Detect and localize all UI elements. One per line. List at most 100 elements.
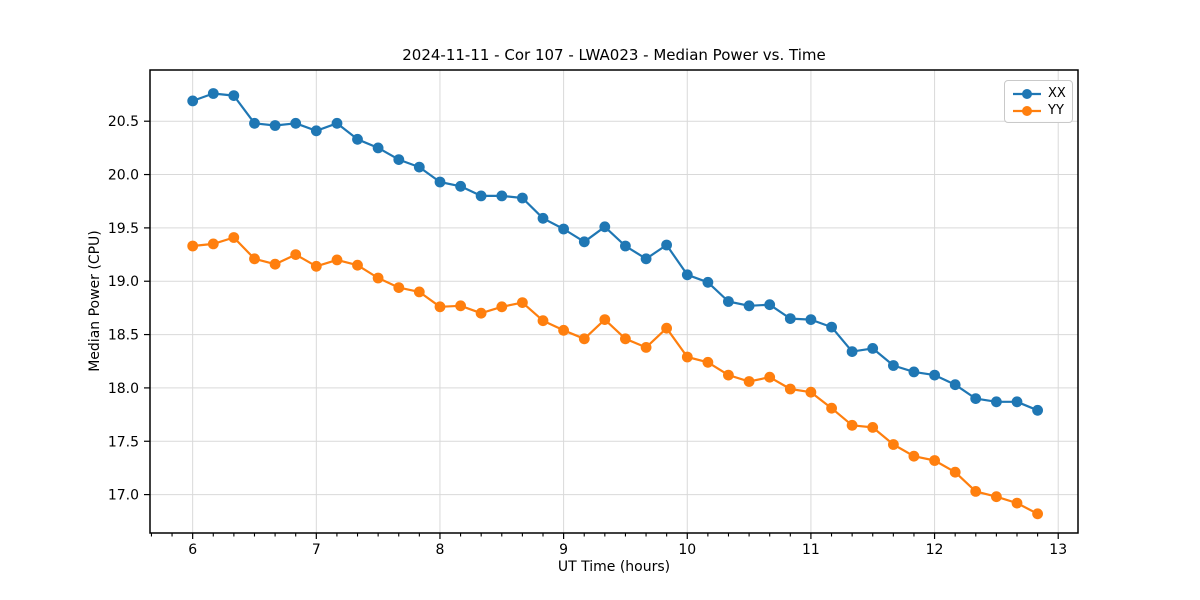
series-yy-point — [908, 450, 920, 462]
x-axis-label: UT Time (hours) — [557, 559, 671, 575]
x-tick-label: 7 — [312, 542, 321, 558]
series-xx-line — [191, 92, 1039, 412]
series-xx-point — [249, 117, 260, 129]
series-yy-point — [888, 439, 899, 450]
series-yy-point — [187, 240, 199, 252]
series-yy-point — [352, 259, 363, 271]
series-xx-point — [743, 300, 755, 312]
chart-title: 2024-11-11 - Cor 107 - LWA023 - Median P… — [402, 46, 826, 64]
series-yy-point — [599, 314, 611, 325]
series-yy-point — [517, 297, 528, 308]
series-xx-point — [908, 366, 920, 378]
series-yy-point — [970, 486, 982, 497]
series-xx-point — [640, 253, 652, 265]
series-xx-point — [331, 117, 343, 129]
series-xx-point — [764, 299, 776, 311]
series-xx-point — [413, 161, 425, 173]
series-yy-point — [702, 356, 714, 368]
series-xx-point — [187, 95, 199, 107]
legend-label-xx: XX — [1048, 86, 1066, 101]
series-xx-point — [517, 192, 528, 204]
series-xx-point — [867, 343, 879, 354]
series-xx-point — [310, 125, 322, 137]
series-yy-point — [764, 371, 776, 383]
legend-yy-marker-icon — [1013, 105, 1041, 116]
series-yy-point — [290, 249, 302, 260]
series-xx-point — [888, 360, 899, 371]
series-xx-point — [269, 120, 281, 131]
series-yy-point — [723, 369, 734, 381]
series-yy-point — [310, 260, 322, 272]
y-tick-label: 20.0 — [108, 168, 139, 184]
series-yy-point — [413, 286, 425, 298]
legend: XX YY — [1004, 80, 1073, 123]
y-tick-label: 18.5 — [108, 328, 139, 344]
series-xx-point — [991, 396, 1002, 408]
series-yy-point — [558, 324, 569, 336]
series-xx-point — [1011, 396, 1023, 408]
series-xx-point — [207, 88, 219, 99]
series-xx-point — [475, 190, 487, 202]
series-xx-point — [393, 154, 405, 166]
legend-label-yy: YY — [1048, 103, 1064, 118]
series-yy-point — [743, 376, 755, 387]
series-yy-point — [578, 333, 590, 345]
series-xx-point — [599, 221, 611, 233]
series-xx-point — [826, 321, 837, 333]
series-xx-point — [455, 180, 466, 192]
series-yy-point — [207, 238, 219, 250]
series-yy-point — [228, 232, 240, 243]
series-yy-point — [681, 351, 693, 363]
series-xx-point — [372, 142, 384, 154]
x-tick-label: 13 — [1049, 542, 1067, 558]
series-xx-point — [1032, 404, 1043, 416]
series-xx-point — [228, 90, 240, 101]
series-yy-point — [249, 253, 260, 265]
y-tick-label: 20.5 — [108, 114, 139, 130]
series-xx-point — [578, 236, 590, 248]
x-tick-label: 12 — [926, 542, 944, 558]
y-axis-label: Median Power (CPU) — [87, 230, 103, 372]
series-yy-point — [475, 307, 487, 319]
series-yy-point — [867, 422, 879, 433]
series-xx-point — [805, 314, 817, 325]
y-tick-label: 19.5 — [108, 221, 139, 237]
series-yy-point — [434, 301, 446, 313]
series-xx-point — [434, 176, 446, 188]
series-yy-point — [372, 272, 384, 284]
series-yy-point — [949, 466, 961, 478]
x-tick-label: 8 — [436, 542, 445, 558]
series-xx-point — [496, 190, 508, 202]
x-tick-label: 11 — [802, 542, 820, 558]
series-yy-point — [393, 282, 405, 293]
series-xx-point — [702, 276, 714, 288]
x-tick-label: 10 — [678, 542, 696, 558]
series-yy-point — [269, 258, 281, 270]
series-xx-point — [929, 369, 940, 381]
series-yy-point — [1032, 508, 1043, 520]
y-tick-label: 18.0 — [108, 381, 139, 397]
y-tick-label: 17.0 — [108, 488, 139, 504]
series-yy-point — [640, 342, 652, 353]
series-yy-point — [846, 419, 858, 431]
x-tick-label: 6 — [188, 542, 197, 558]
series-xx-point — [620, 240, 631, 252]
series-xx-point — [723, 296, 734, 307]
series-xx-point — [558, 223, 569, 235]
series-xx-point — [949, 379, 961, 391]
series-xx-point — [290, 117, 302, 129]
series-yy-point — [991, 491, 1002, 503]
legend-xx-marker-icon — [1013, 88, 1041, 99]
y-tick-label: 17.5 — [108, 434, 139, 450]
series-yy-point — [620, 333, 631, 345]
series-yy-point — [805, 386, 817, 398]
series-xx-point — [661, 239, 672, 251]
series-xx-point — [352, 133, 363, 145]
series-xx-point — [681, 269, 693, 281]
series-yy-point — [455, 300, 466, 312]
legend-entry-xx: XX — [1012, 85, 1066, 102]
series-yy-point — [331, 254, 343, 266]
series-xx-point — [846, 346, 858, 357]
